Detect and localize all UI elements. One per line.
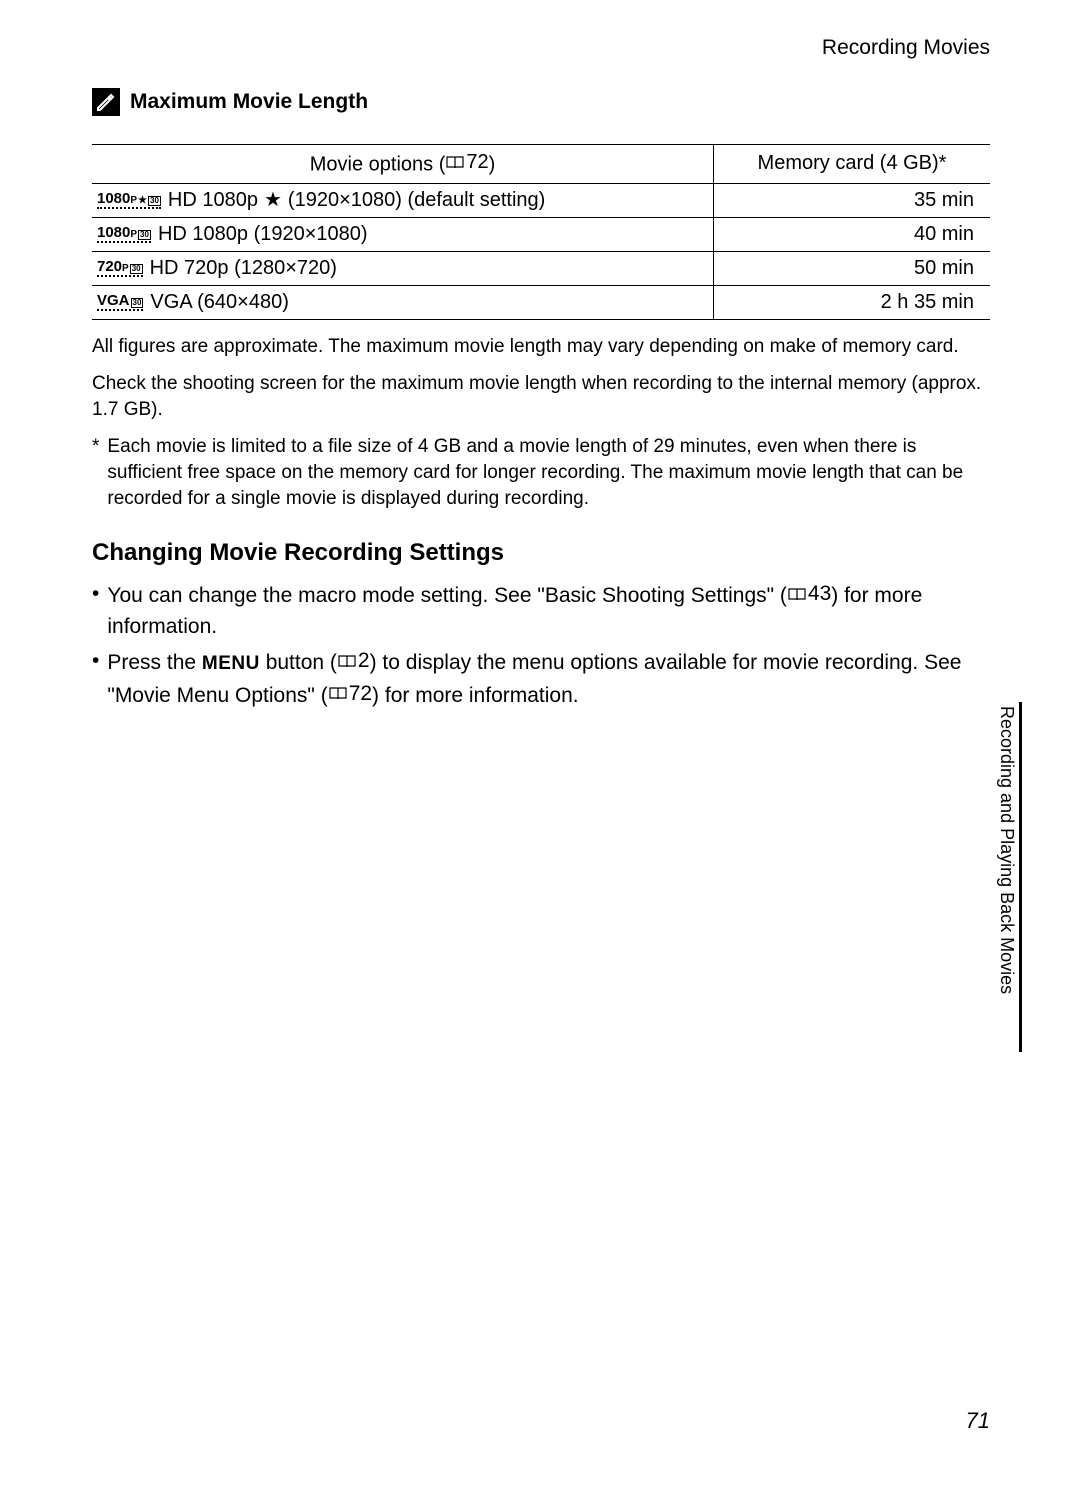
page-ref-icon: 72: [445, 151, 488, 174]
section-heading: Changing Movie Recording Settings: [92, 539, 990, 567]
note-paragraph: All figures are approximate. The maximum…: [92, 334, 990, 360]
resolution-icon: 720P30: [96, 259, 144, 277]
col-header-options: Movie options (72): [92, 145, 714, 184]
note-paragraph: Check the shooting screen for the maximu…: [92, 371, 990, 422]
page-number: 71: [966, 1408, 990, 1434]
bullet-text: Press the MENU button (2) to display the…: [107, 646, 990, 711]
resolution-icon: 1080P★30: [96, 191, 162, 209]
table-row: 1080P★30 HD 1080p ★ (1920×1080) (default s…: [92, 183, 990, 217]
page-ref-icon: 43: [787, 579, 831, 609]
section-title: Maximum Movie Length: [130, 90, 368, 114]
asterisk: *: [92, 434, 99, 511]
list-item: • Press the MENU button (2) to display t…: [92, 646, 990, 711]
table-row: VGA30 VGA (640×480)2 h 35 min: [92, 285, 990, 319]
option-cell: 1080P30 HD 1080p (1920×1080): [92, 217, 714, 251]
bullet-list: • You can change the macro mode setting.…: [92, 579, 990, 711]
page-ref-icon: 72: [328, 679, 372, 709]
resolution-icon: 1080P30: [96, 225, 152, 243]
asterisk-note: * Each movie is limited to a file size o…: [92, 434, 990, 511]
list-item: • You can change the macro mode setting.…: [92, 579, 990, 642]
pencil-note-icon: [92, 88, 120, 116]
option-label: HD 1080p (1920×1080): [158, 223, 368, 246]
page-ref-icon: 2: [337, 646, 370, 676]
option-cell: 1080P★30 HD 1080p ★ (1920×1080) (default s…: [92, 183, 714, 217]
option-label: HD 1080p: [168, 189, 258, 212]
section-header: Maximum Movie Length: [92, 88, 990, 116]
table-row: 1080P30 HD 1080p (1920×1080)40 min: [92, 217, 990, 251]
menu-button-label: MENU: [202, 654, 260, 675]
movie-length-table: Movie options (72) Memory card (4 GB)* 1…: [92, 144, 990, 320]
breadcrumb: Recording Movies: [822, 36, 990, 59]
table-header-row: Movie options (72) Memory card (4 GB)*: [92, 145, 990, 184]
bullet-dot: •: [92, 579, 99, 642]
bullet-text: You can change the macro mode setting. S…: [107, 579, 990, 642]
option-label: VGA (640×480): [150, 291, 288, 314]
page-header: Recording Movies: [92, 36, 990, 60]
resolution-icon: VGA30: [96, 293, 144, 311]
option-label-extra: (1920×1080) (default setting): [288, 189, 545, 212]
side-tab-label: Recording and Playing Back Movies: [996, 702, 1017, 994]
star-icon: ★: [264, 190, 282, 210]
time-cell: 50 min: [714, 251, 990, 285]
side-tab: Recording and Playing Back Movies: [992, 702, 1022, 1052]
table-row: 720P30 HD 720p (1280×720)50 min: [92, 251, 990, 285]
option-cell: VGA30 VGA (640×480): [92, 285, 714, 319]
option-label: HD 720p (1280×720): [150, 257, 337, 280]
note-text: Each movie is limited to a file size of …: [107, 434, 990, 511]
time-cell: 40 min: [714, 217, 990, 251]
bullet-dot: •: [92, 646, 99, 711]
time-cell: 2 h 35 min: [714, 285, 990, 319]
col-header-memcard: Memory card (4 GB)*: [714, 145, 990, 184]
time-cell: 35 min: [714, 183, 990, 217]
option-cell: 720P30 HD 720p (1280×720): [92, 251, 714, 285]
